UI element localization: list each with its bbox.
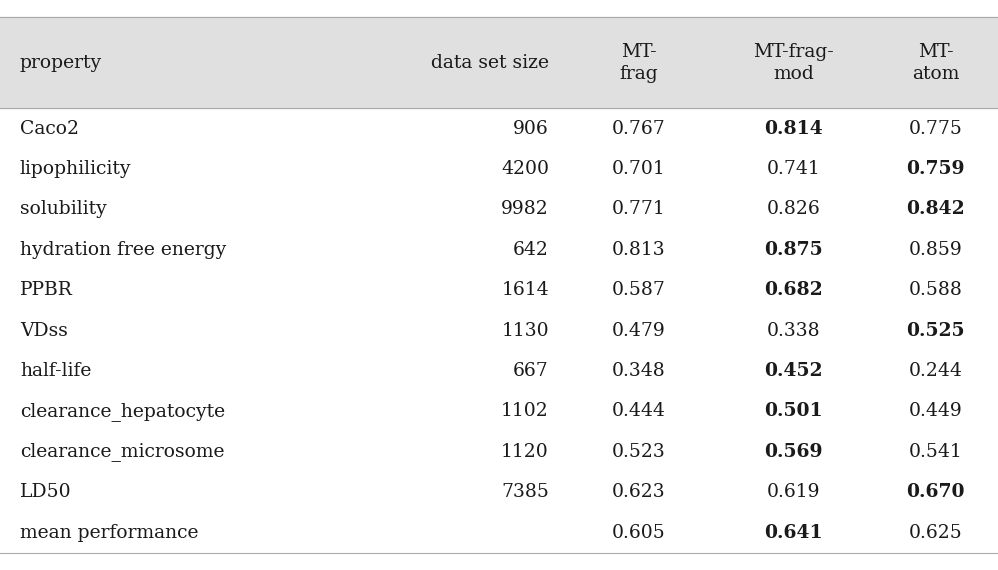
Text: 7385: 7385 xyxy=(501,483,549,501)
Text: 0.625: 0.625 xyxy=(909,524,962,542)
Text: property: property xyxy=(20,54,102,72)
Text: 0.759: 0.759 xyxy=(906,160,965,178)
Text: MT-frag-
mod: MT-frag- mod xyxy=(753,43,833,83)
Text: 0.767: 0.767 xyxy=(612,120,666,137)
Bar xyxy=(0,17,998,108)
Text: MT-
frag: MT- frag xyxy=(620,43,658,83)
Text: 0.701: 0.701 xyxy=(612,160,666,178)
Text: 0.859: 0.859 xyxy=(909,241,962,259)
Text: 0.541: 0.541 xyxy=(909,443,962,461)
Text: hydration free energy: hydration free energy xyxy=(20,241,227,259)
Text: 0.444: 0.444 xyxy=(612,402,666,421)
Text: 1130: 1130 xyxy=(501,321,549,340)
Text: lipophilicity: lipophilicity xyxy=(20,160,132,178)
Text: 0.619: 0.619 xyxy=(766,483,820,501)
Text: 0.605: 0.605 xyxy=(612,524,666,542)
Text: 0.587: 0.587 xyxy=(612,281,666,299)
Text: clearance_hepatocyte: clearance_hepatocyte xyxy=(20,402,226,421)
Text: LD50: LD50 xyxy=(20,483,72,501)
Text: 9982: 9982 xyxy=(501,200,549,218)
Text: MT-
atom: MT- atom xyxy=(912,43,959,83)
Text: 906: 906 xyxy=(513,120,549,137)
Text: VDss: VDss xyxy=(20,321,68,340)
Text: 0.452: 0.452 xyxy=(764,362,822,380)
Text: 0.670: 0.670 xyxy=(906,483,965,501)
Text: 1614: 1614 xyxy=(501,281,549,299)
Text: 4200: 4200 xyxy=(501,160,549,178)
Text: mean performance: mean performance xyxy=(20,524,199,542)
Text: 1102: 1102 xyxy=(501,402,549,421)
Text: half-life: half-life xyxy=(20,362,92,380)
Text: 0.588: 0.588 xyxy=(909,281,962,299)
Text: clearance_microsome: clearance_microsome xyxy=(20,442,225,461)
Text: 0.875: 0.875 xyxy=(764,241,822,259)
Text: 0.479: 0.479 xyxy=(612,321,666,340)
Text: 642: 642 xyxy=(513,241,549,259)
Text: 0.741: 0.741 xyxy=(766,160,820,178)
Text: 0.348: 0.348 xyxy=(612,362,666,380)
Text: 0.501: 0.501 xyxy=(764,402,822,421)
Text: 0.523: 0.523 xyxy=(612,443,666,461)
Text: solubility: solubility xyxy=(20,200,107,218)
Text: 1120: 1120 xyxy=(501,443,549,461)
Text: 0.623: 0.623 xyxy=(612,483,666,501)
Text: 0.826: 0.826 xyxy=(766,200,820,218)
Text: 0.244: 0.244 xyxy=(909,362,962,380)
Text: 0.525: 0.525 xyxy=(906,321,965,340)
Text: 0.813: 0.813 xyxy=(612,241,666,259)
Text: Caco2: Caco2 xyxy=(20,120,79,137)
Text: data set size: data set size xyxy=(431,54,549,72)
Text: 0.842: 0.842 xyxy=(906,200,965,218)
Text: PPBR: PPBR xyxy=(20,281,73,299)
Text: 0.682: 0.682 xyxy=(764,281,822,299)
Text: 0.641: 0.641 xyxy=(764,524,822,542)
Text: 667: 667 xyxy=(513,362,549,380)
Text: 0.338: 0.338 xyxy=(766,321,820,340)
Text: 0.775: 0.775 xyxy=(909,120,962,137)
Text: 0.449: 0.449 xyxy=(909,402,962,421)
Text: 0.814: 0.814 xyxy=(764,120,822,137)
Text: 0.569: 0.569 xyxy=(764,443,822,461)
Text: 0.771: 0.771 xyxy=(612,200,666,218)
